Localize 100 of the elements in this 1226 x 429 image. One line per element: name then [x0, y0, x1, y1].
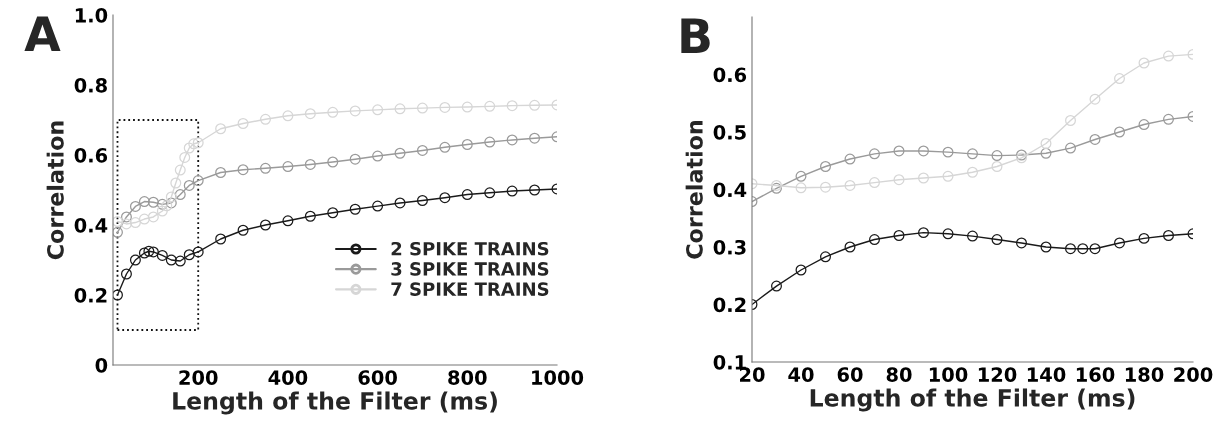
y-tick-label: 0.6 — [74, 147, 108, 163]
point — [129, 200, 141, 212]
legend-label: 3 SPIKE TRAINS — [391, 262, 549, 276]
x-tick-label: 1000 — [532, 370, 584, 385]
point — [129, 254, 141, 266]
y-tick-label: 0.2 — [74, 287, 107, 303]
point — [120, 268, 132, 280]
point — [237, 118, 249, 129]
point — [156, 205, 168, 217]
x-tick-label: 200 — [1174, 367, 1213, 382]
point — [259, 113, 271, 125]
point — [1089, 133, 1101, 145]
point — [394, 197, 406, 209]
point — [349, 203, 361, 215]
y-tick-label: 0.4 — [74, 217, 108, 233]
point — [113, 289, 123, 301]
point — [1163, 230, 1174, 241]
point — [820, 251, 831, 263]
x-axis-title: Length of the Filter (ms) — [173, 391, 497, 415]
point — [1138, 57, 1150, 69]
point — [215, 167, 227, 178]
point — [113, 226, 123, 238]
point — [259, 162, 271, 174]
chart-title: B — [681, 18, 710, 53]
point — [327, 207, 339, 219]
point — [484, 187, 496, 199]
point — [1114, 237, 1125, 249]
point — [506, 134, 518, 146]
point — [174, 255, 186, 267]
legend-label: 7 SPIKE TRAINS — [391, 282, 549, 296]
point — [372, 104, 384, 116]
point — [183, 179, 195, 191]
point — [138, 247, 150, 259]
y-tick-label: 1.0 — [75, 7, 108, 23]
point — [820, 181, 831, 193]
x-tick-label: 100 — [929, 367, 968, 382]
point — [529, 184, 541, 196]
point — [439, 192, 451, 204]
x-tick-label: 120 — [978, 367, 1017, 382]
x-tick-label: 400 — [268, 370, 308, 385]
point — [156, 249, 168, 261]
point — [192, 175, 204, 187]
point — [991, 150, 1003, 162]
point — [394, 103, 406, 115]
point — [282, 161, 294, 173]
point — [820, 161, 831, 172]
point — [942, 228, 954, 240]
y-tick-label: 0.3 — [713, 239, 746, 255]
point — [372, 200, 384, 212]
point — [143, 245, 155, 257]
point — [161, 200, 173, 212]
point — [1077, 243, 1089, 255]
point — [349, 153, 361, 165]
point — [215, 123, 227, 135]
point — [991, 161, 1003, 172]
x-tick-label: 80 — [886, 367, 912, 382]
x-tick-label: 800 — [448, 370, 487, 385]
point — [967, 166, 978, 178]
x-tick-label: 140 — [1027, 367, 1066, 382]
point — [869, 234, 880, 246]
point — [282, 215, 294, 227]
point — [484, 100, 496, 112]
point — [461, 189, 473, 201]
point — [439, 141, 451, 153]
legend-label: 2 SPIKE TRAINS — [391, 241, 549, 256]
point — [215, 233, 227, 245]
point — [918, 172, 929, 184]
point — [304, 108, 316, 120]
point — [1065, 142, 1076, 154]
point — [967, 230, 978, 242]
point — [120, 218, 132, 230]
point — [165, 191, 177, 203]
point — [179, 151, 191, 163]
point — [372, 150, 384, 162]
point — [416, 144, 428, 156]
point — [942, 146, 954, 158]
point — [165, 197, 177, 209]
point — [1138, 119, 1150, 131]
point — [304, 210, 316, 222]
point — [918, 227, 929, 239]
point — [259, 219, 271, 231]
point — [174, 189, 186, 201]
point — [183, 249, 195, 261]
point — [506, 185, 518, 197]
point — [237, 164, 249, 176]
point — [461, 139, 473, 150]
point — [991, 234, 1003, 246]
point — [120, 211, 132, 223]
x-tick-label: 180 — [1125, 367, 1164, 382]
x-axis-title: Length of the Filter (ms) — [810, 388, 1135, 412]
point — [1114, 126, 1125, 138]
point — [1040, 138, 1052, 149]
point — [461, 101, 473, 113]
x-tick-label: 60 — [837, 367, 863, 382]
point — [1040, 147, 1052, 159]
point — [893, 230, 905, 241]
point — [795, 170, 807, 182]
point — [416, 102, 428, 114]
point — [893, 145, 905, 157]
point — [529, 99, 541, 111]
